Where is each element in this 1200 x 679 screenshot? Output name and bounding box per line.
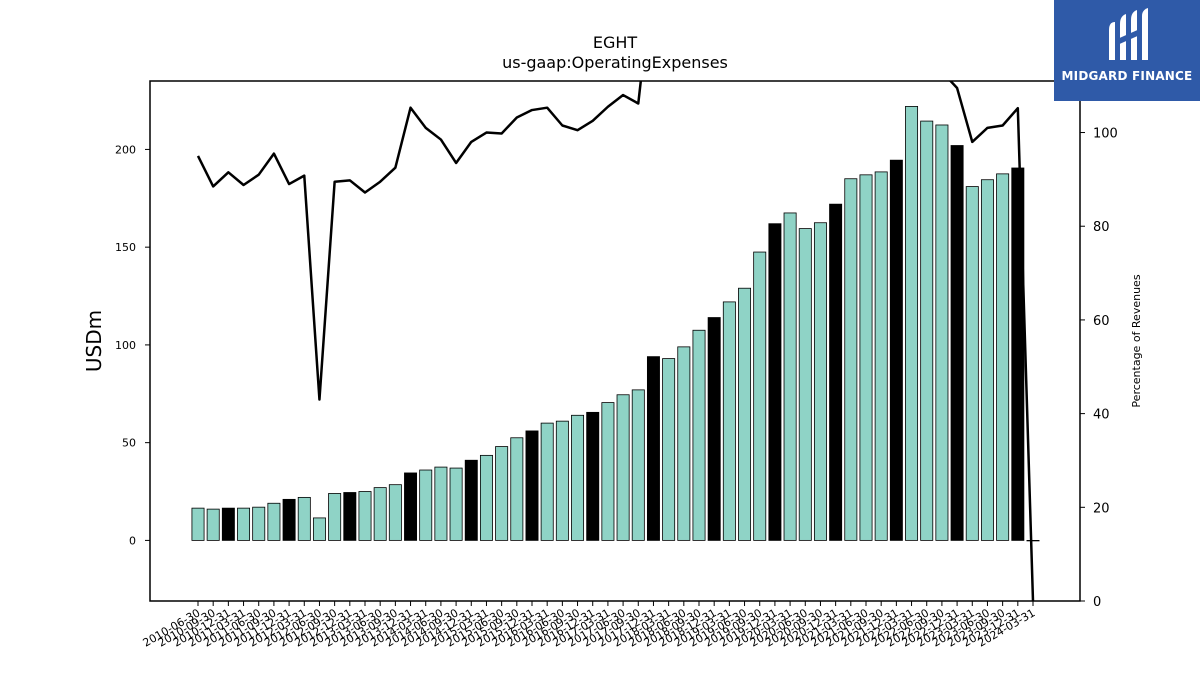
bar [1026,540,1040,542]
bar [586,411,600,541]
bar [950,145,964,541]
chart-title: EGHT [593,33,638,52]
bar [692,329,706,541]
bar [738,287,752,541]
bar [252,506,266,541]
bar [753,251,767,541]
bar [419,469,433,541]
bar [282,498,296,541]
bar [358,491,372,541]
y2-axis-label: Percentage of Revenues [1130,274,1143,407]
y2-axis: 0 20 40 60 80 100 [1080,127,1118,610]
bar [510,437,524,541]
bar [813,222,827,541]
bar [479,454,493,541]
ratio-line [196,81,1035,601]
y2-tick-label: 0 [1093,595,1101,610]
bar [677,346,691,541]
y-tick-label: 50 [122,437,136,450]
plot-frame [149,80,1081,602]
line-group [196,81,1035,601]
bar [328,493,342,541]
logo-text: MIDGARD FINANCE [1061,69,1193,83]
y-tick-label: 200 [115,143,136,156]
bar [707,317,721,541]
bar [267,502,281,541]
bar [343,492,357,541]
y-axis-label: USDm [82,310,106,372]
bar [525,430,539,541]
bar [874,171,888,541]
bar [404,472,418,541]
bar [388,484,402,541]
midgard-logo-icon [1109,8,1148,60]
y-tick-label: 150 [115,241,136,254]
y-tick-label: 0 [129,534,136,547]
bar [464,459,478,541]
y-axis: 0 50 100 150 200 [115,143,150,547]
bar [571,414,585,541]
bar [889,159,903,541]
y2-tick-label: 100 [1093,127,1118,142]
y2-tick-label: 80 [1093,220,1110,235]
bar [646,356,660,541]
bar [783,212,797,541]
bar [905,106,919,541]
bar [722,301,736,541]
bar [434,466,448,541]
bar [935,124,949,541]
bar [859,174,873,541]
bar [206,508,220,541]
bar [616,394,630,541]
bar [221,507,235,541]
bar [237,507,251,541]
bar [631,389,645,541]
midgard-logo: MIDGARD FINANCE [1054,0,1200,101]
bar [373,487,387,541]
x-axis: 2010-06-302010-09-302010-12-312011-03-31… [141,601,1038,650]
bar [844,178,858,541]
bar [601,402,615,541]
bar [495,446,509,541]
bar [980,179,994,541]
y2-tick-label: 40 [1093,408,1110,423]
bar [996,173,1010,541]
bar [662,358,676,541]
y-tick-label: 100 [115,339,136,352]
bar [191,507,205,541]
y2-tick-label: 60 [1093,314,1110,329]
bar [829,203,843,541]
bar [555,420,569,541]
bar [920,120,934,541]
y2-tick-label: 20 [1093,501,1110,516]
bar [312,517,326,541]
bar [449,467,463,541]
bar [768,223,782,541]
bar [540,422,554,541]
bars-group [191,106,1040,542]
chart-subtitle: us-gaap:OperatingExpenses [502,53,728,72]
bar [1011,167,1025,541]
bar [297,496,311,541]
bar [798,228,812,541]
bar [965,186,979,541]
